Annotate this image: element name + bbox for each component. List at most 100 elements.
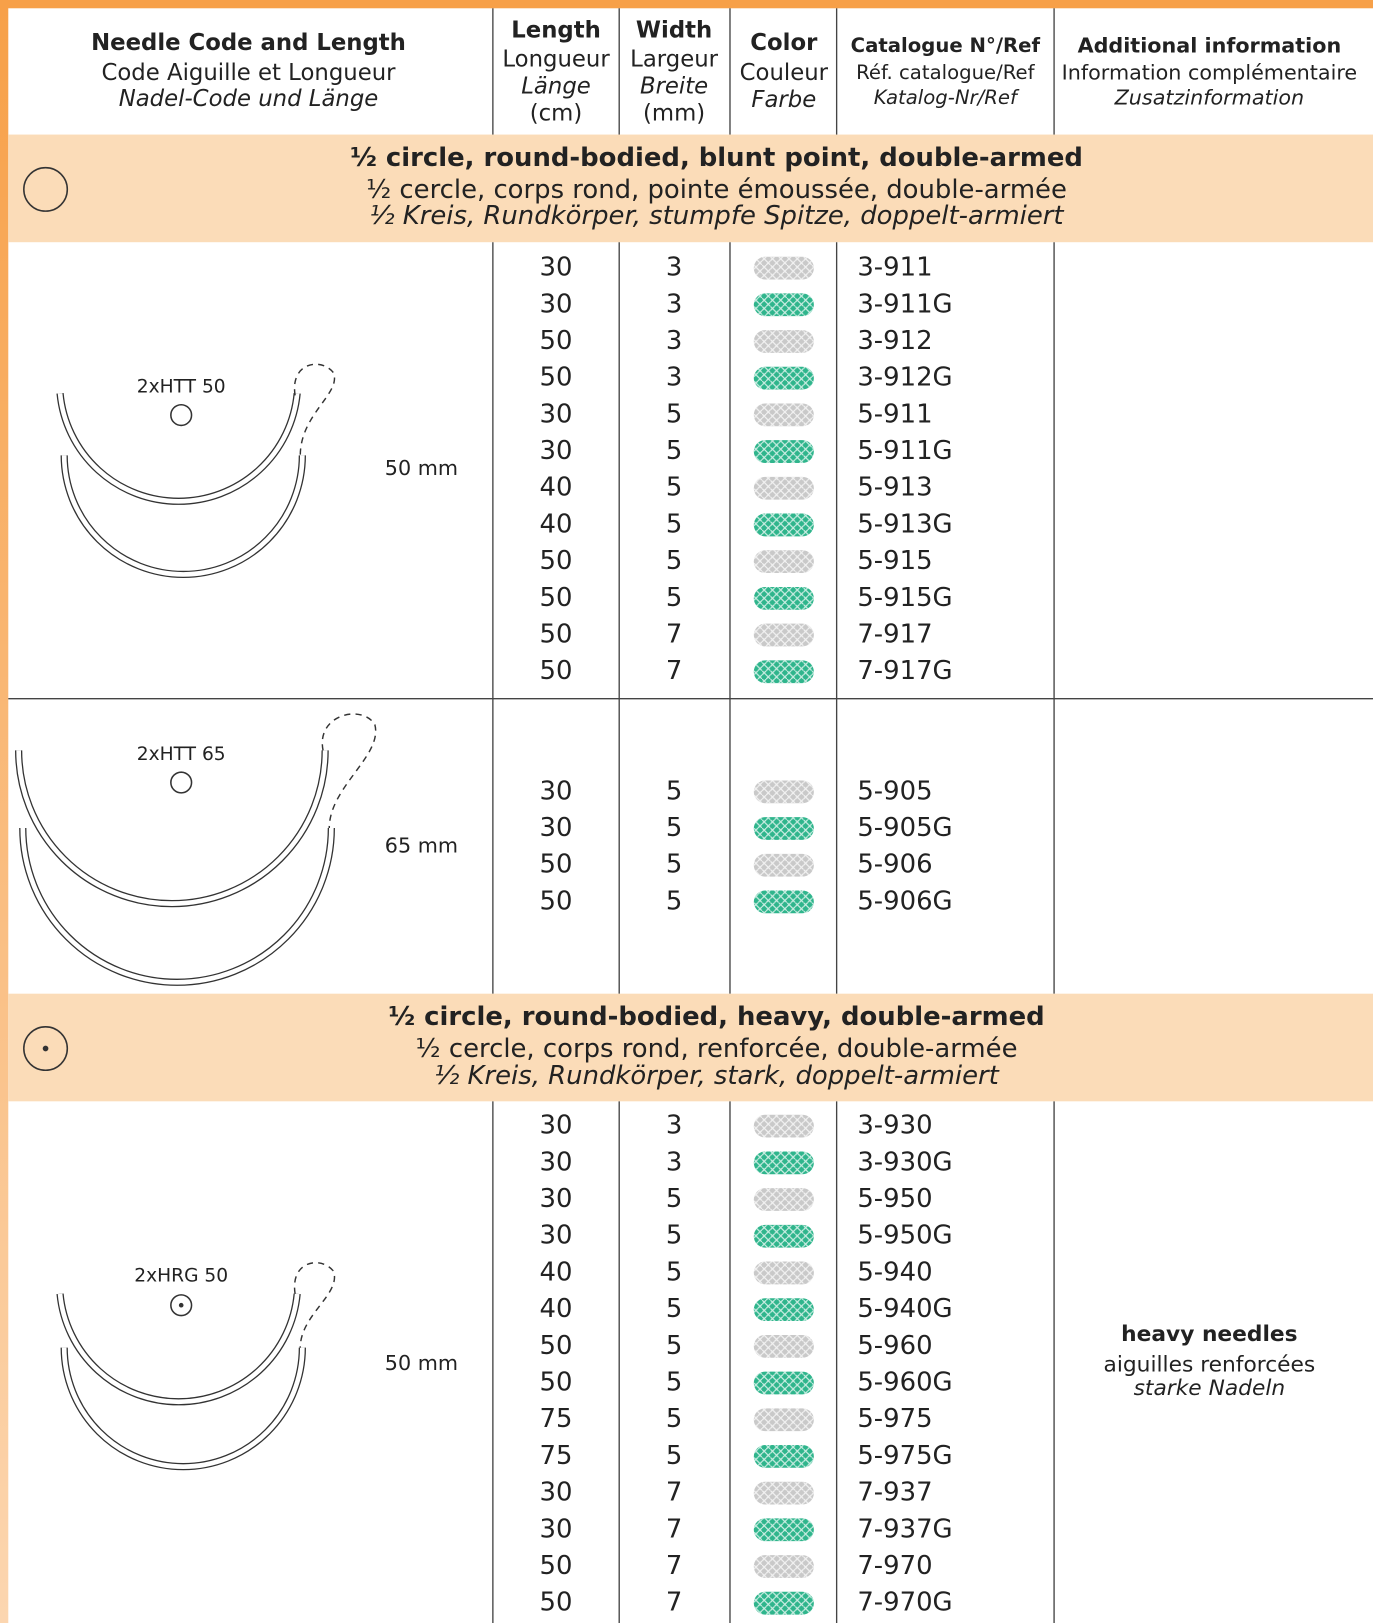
- length-cell: 30: [540, 1514, 573, 1544]
- color-swatch-weave: [753, 440, 814, 463]
- ref-cell: 7-917: [857, 620, 932, 650]
- header-text: Code Aiguille et Longueur: [101, 60, 396, 86]
- needle-code: 2xHRG 50: [134, 1266, 228, 1287]
- ref-cell: 3-912G: [857, 363, 952, 393]
- needle-size: 50 mm: [385, 456, 458, 480]
- header-text: Katalog-Nr/Ref: [874, 86, 1020, 109]
- length-cell: 30: [540, 253, 573, 283]
- length-cell: 30: [540, 436, 573, 466]
- width-cell: 3: [666, 326, 682, 356]
- ref-cell: 5-960: [857, 1331, 932, 1361]
- color-swatch-weave: [753, 476, 814, 500]
- ref-cell: 5-905G: [857, 813, 952, 843]
- ref-cell: 3-911G: [857, 289, 952, 319]
- ref-cell: 5-915: [857, 546, 932, 576]
- header-text: Length: [511, 18, 601, 44]
- section-title: ½ circle, round-bodied, heavy, double-ar…: [388, 1002, 1044, 1032]
- ref-cell: 3-930: [857, 1111, 932, 1141]
- width-cell: 7: [666, 656, 682, 686]
- ref-cell: 7-937: [857, 1478, 932, 1508]
- width-cell: 5: [666, 1404, 682, 1434]
- length-cell: 40: [540, 1257, 573, 1287]
- color-swatch-weave: [753, 256, 814, 280]
- section-title: ½ Kreis, Rundkörper, stumpfe Spitze, dop…: [369, 201, 1064, 231]
- ref-cell: 7-937G: [857, 1514, 952, 1544]
- color-swatch-weave: [753, 330, 814, 353]
- length-cell: 50: [540, 1368, 573, 1398]
- ref-cell: 5-940G: [857, 1294, 952, 1324]
- color-swatch-weave: [753, 586, 814, 610]
- needle-size: 50 mm: [385, 1351, 458, 1375]
- length-cell: 50: [540, 1331, 573, 1361]
- ref-cell: 3-912: [857, 326, 932, 356]
- width-cell: 5: [666, 1184, 682, 1214]
- length-cell: 50: [540, 620, 573, 650]
- icons: [23, 166, 193, 1317]
- color-swatch-weave: [753, 1188, 814, 1211]
- header-text: Largeur: [630, 47, 718, 73]
- color-swatch-weave: [753, 513, 814, 537]
- color-swatch-weave: [753, 890, 814, 914]
- width-cell: 7: [666, 620, 682, 650]
- needle-code: 2xHTT 65: [137, 744, 226, 765]
- width-cell: 7: [666, 1478, 682, 1508]
- color-swatch-weave: [753, 1591, 814, 1615]
- length-cell: 30: [540, 813, 573, 843]
- color-swatch-weave: [753, 1371, 814, 1395]
- ref-cell: 5-915G: [857, 583, 952, 613]
- width-cell: 5: [666, 1368, 682, 1398]
- length-cell: 40: [540, 1294, 573, 1324]
- length-cell: 30: [540, 1184, 573, 1214]
- color-swatch-weave: [753, 623, 814, 647]
- length-cell: 50: [540, 656, 573, 686]
- top-bar: [0, 0, 1373, 9]
- section-title: ½ Kreis, Rundkörper, stark, doppelt-armi…: [434, 1061, 999, 1091]
- ref-cell: 5-911G: [857, 436, 952, 466]
- ref-cell: 7-970: [857, 1551, 932, 1581]
- ref-cell: 5-975G: [857, 1441, 952, 1471]
- width-cell: 3: [666, 253, 682, 283]
- length-cell: 50: [540, 546, 573, 576]
- width-cell: 5: [666, 1221, 682, 1251]
- section-band: [8, 993, 1373, 1102]
- additional-info: aiguilles renforcées: [1104, 1352, 1316, 1377]
- length-cell: 30: [540, 1111, 573, 1141]
- length-cell: 50: [540, 1551, 573, 1581]
- length-cell: 40: [540, 509, 573, 539]
- ref-cell: 5-911: [857, 399, 932, 429]
- color-swatch-weave: [753, 1224, 814, 1248]
- header-text: (mm): [643, 100, 705, 126]
- ref-cell: 5-905: [857, 776, 932, 806]
- width-cell: 3: [666, 1111, 682, 1141]
- needle-size: 65 mm: [385, 834, 458, 858]
- ref-cell: 5-913G: [857, 509, 952, 539]
- width-cell: 5: [666, 436, 682, 466]
- width-cell: 5: [666, 399, 682, 429]
- length-cell: 50: [540, 1588, 573, 1618]
- length-cell: 50: [540, 886, 573, 916]
- header-text: Width: [636, 18, 712, 44]
- section-title: ½ cercle, corps rond, renforcée, double-…: [416, 1034, 1018, 1064]
- additional-info: heavy needles: [1121, 1322, 1297, 1347]
- width-cell: 5: [666, 583, 682, 613]
- side-bar: [0, 0, 9, 1623]
- length-cell: 30: [540, 289, 573, 319]
- width-cell: 7: [666, 1551, 682, 1581]
- header-text: Additional information: [1078, 34, 1342, 58]
- color-swatch-weave: [753, 1518, 814, 1542]
- color-swatch-weave: [753, 660, 814, 684]
- length-cell: 50: [540, 583, 573, 613]
- length-cell: 50: [540, 850, 573, 880]
- header-text: Catalogue N°/Ref: [851, 34, 1041, 57]
- color-swatch-weave: [753, 1298, 814, 1322]
- length-cell: 30: [540, 1147, 573, 1177]
- ref-cell: 5-940: [857, 1257, 932, 1287]
- length-cell: 75: [540, 1441, 573, 1471]
- ref-cell: 5-950G: [857, 1221, 952, 1251]
- ref-cell: 3-911: [857, 253, 932, 283]
- width-cell: 5: [666, 850, 682, 880]
- width-cell: 7: [666, 1514, 682, 1544]
- header-text: Information complémentaire: [1062, 60, 1357, 84]
